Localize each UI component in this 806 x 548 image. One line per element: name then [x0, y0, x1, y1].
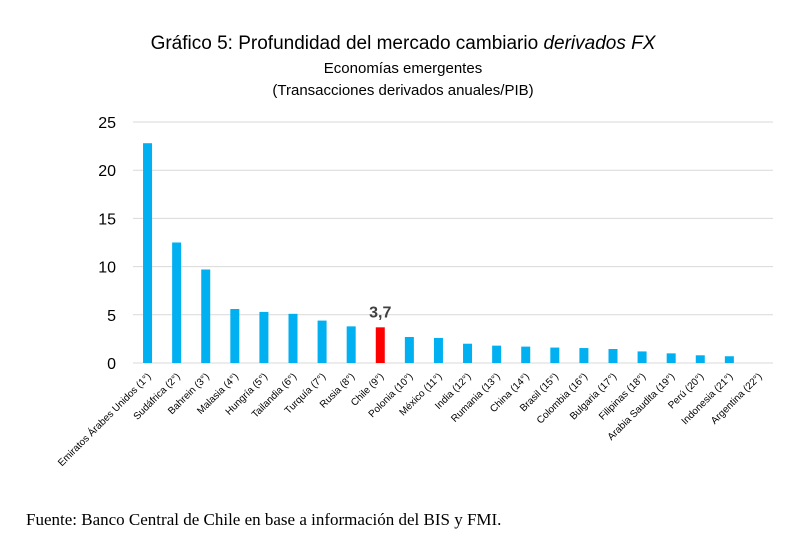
- chart-title: Gráfico 5: Profundidad del mercado cambi…: [151, 33, 657, 54]
- x-tick-label: Indonesia (21°): [680, 371, 736, 427]
- x-tick-label: Colombia (16°): [535, 371, 590, 426]
- bar: [433, 337, 443, 363]
- bar: [637, 351, 647, 363]
- chart-subtitle-units: (Transacciones derivados anuales/PIB): [272, 82, 533, 99]
- chart-title-italic: derivados FX: [543, 33, 656, 54]
- bar: [579, 348, 589, 363]
- gridlines: [133, 121, 773, 364]
- bar: [288, 313, 298, 363]
- bar: [492, 345, 502, 363]
- bar: [230, 309, 240, 363]
- chart-subtitle: Economías emergentes: [324, 60, 482, 77]
- bar: [463, 343, 473, 363]
- bar: [346, 326, 356, 363]
- y-tick-label: 10: [98, 260, 116, 277]
- data-labels: 3,7: [369, 304, 391, 321]
- bar: [724, 356, 734, 363]
- y-tick-label: 5: [107, 308, 116, 325]
- data-label: 3,7: [369, 304, 391, 321]
- bar: [404, 336, 414, 363]
- y-axis-ticks: 0 5 10 15 20 25: [98, 115, 116, 373]
- bar: [695, 355, 705, 363]
- y-tick-label: 20: [98, 163, 116, 180]
- bar: [201, 269, 211, 363]
- y-tick-label: 0: [107, 356, 116, 373]
- x-tick-label: Argentina (22°): [709, 371, 764, 426]
- bar: [521, 346, 531, 363]
- bar: [172, 242, 182, 363]
- bar: [317, 320, 327, 363]
- source-note: Fuente: Banco Central de Chile en base a…: [26, 510, 502, 529]
- bar: [608, 349, 618, 363]
- bar: [550, 347, 560, 363]
- x-axis-ticks: Emiratos Árabes Unidos (1°)Sudáfrica (2°…: [55, 370, 765, 469]
- y-tick-label: 15: [98, 211, 116, 228]
- bars: [143, 143, 734, 363]
- bar: [259, 311, 269, 363]
- chart-title-text: Gráfico 5: Profundidad del mercado cambi…: [151, 33, 539, 54]
- bar-highlight: [375, 327, 385, 363]
- y-tick-label: 25: [98, 115, 116, 132]
- bar: [143, 143, 153, 363]
- bar: [666, 353, 676, 363]
